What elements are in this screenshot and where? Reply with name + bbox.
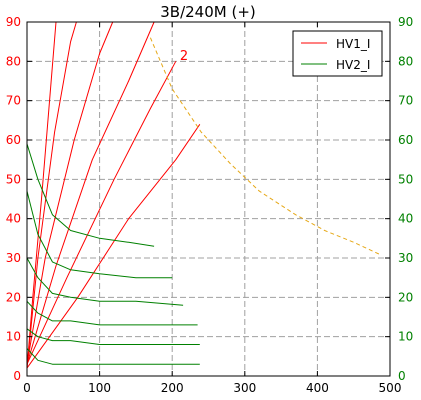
- hv2-curve-11: [26, 348, 200, 365]
- legend-box: [292, 30, 383, 77]
- hv1-curve-5: [26, 124, 201, 369]
- x-tick-label: 200: [161, 381, 184, 395]
- y-tick-label-left: 70: [6, 94, 21, 108]
- hv2-curve-6: [26, 143, 155, 247]
- y-tick-label-left: 40: [6, 212, 21, 226]
- y-tick-label-left: 80: [6, 54, 21, 68]
- y-tick-label-left: 0: [13, 369, 21, 383]
- hv2-curve-7: [26, 190, 173, 279]
- chart-title: 3B/240M (+): [160, 3, 256, 21]
- hv1-curve-4: [26, 61, 177, 365]
- axis-ticks: 0 100 200 300 400 500010203040506070809001020…: [6, 15, 414, 395]
- y-tick-label-right: 40: [398, 212, 413, 226]
- annotation-2: 2: [180, 49, 188, 64]
- y-tick-label-right: 30: [398, 251, 413, 265]
- y-tick-label-right: 0: [398, 369, 406, 383]
- y-tick-label-right: 10: [398, 330, 413, 344]
- y-tick-label-right: 60: [398, 133, 413, 147]
- grid-lines: [27, 22, 390, 376]
- y-tick-label-left: 60: [6, 133, 21, 147]
- y-tick-label-right: 70: [398, 94, 413, 108]
- y-tick-label-left: 50: [6, 172, 21, 186]
- hv1-curve-3: [26, 21, 155, 365]
- y-tick-label-left: 20: [6, 290, 21, 304]
- x-tick-label: 500: [379, 381, 402, 395]
- y-tick-label-left: 90: [6, 15, 21, 29]
- hv1-curve-1: [26, 21, 77, 369]
- hv1-curve-0: [26, 21, 57, 369]
- x-tick-label: 400: [306, 381, 329, 395]
- x-tick-label: 0: [23, 381, 31, 395]
- y-tick-label-right: 90: [398, 15, 413, 29]
- legend-label-hv2: HV2_I: [336, 58, 370, 72]
- hv2-curve-10: [26, 328, 200, 345]
- plot-frame: [26, 21, 391, 377]
- y-tick-label-left: 10: [6, 330, 21, 344]
- series-layer: [26, 21, 380, 369]
- x-tick-label: 100: [88, 381, 111, 395]
- y-tick-label-right: 50: [398, 172, 413, 186]
- hv2-curve-9: [26, 300, 198, 326]
- legend: HV1_I HV2_I: [292, 30, 383, 77]
- limit-curve-12: [149, 37, 380, 255]
- x-tick-label: 300: [233, 381, 256, 395]
- hv1-curve-2: [26, 21, 114, 365]
- legend-label-hv1: HV1_I: [336, 37, 370, 51]
- y-tick-label-right: 20: [398, 290, 413, 304]
- y-tick-label-right: 80: [398, 54, 413, 68]
- hv2-curve-8: [26, 257, 184, 306]
- y-tick-label-left: 30: [6, 251, 21, 265]
